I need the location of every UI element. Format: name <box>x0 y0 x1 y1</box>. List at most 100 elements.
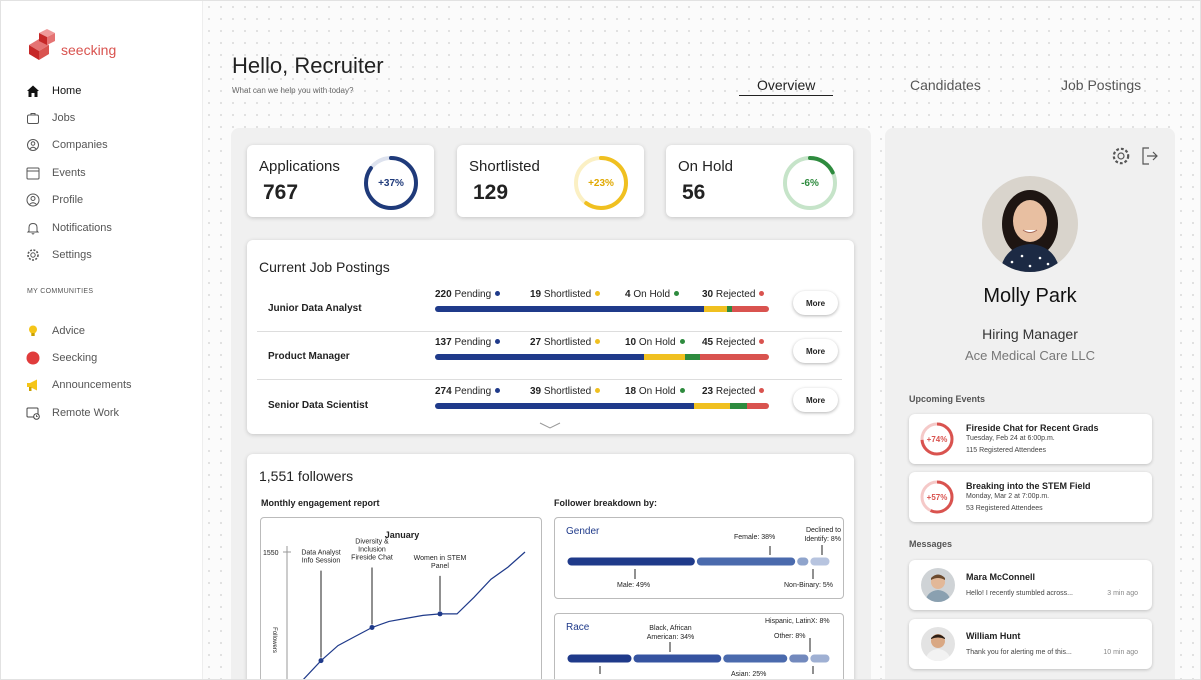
main-nav: Home Jobs Companies Events Profile Notif… <box>25 77 195 269</box>
nav-item-notifications[interactable]: Notifications <box>25 214 195 241</box>
race-breakdown: Race Black, African American: 34% Hispan… <box>554 613 844 679</box>
event-title: Fireside Chat for Recent Grads <box>966 423 1099 433</box>
breakdown-segment <box>796 556 810 567</box>
job-stat-count: 137 <box>435 337 452 348</box>
event-ring-arc <box>920 422 954 456</box>
line-chart-svg: 1550 Followers Data Analyst Info Session Div… <box>263 538 526 679</box>
stat-title: On Hold <box>678 158 734 175</box>
tab-job-postings[interactable]: Job Postings <box>1061 77 1142 93</box>
breakdown-segment <box>566 653 633 664</box>
community-item-remote-work[interactable]: Remote Work <box>25 399 195 426</box>
stat-card-shortlisted[interactable]: Shortlisted 129 +23% <box>457 145 644 217</box>
tab-bar: Overview Candidates Job Postings <box>739 77 1159 99</box>
nav-item-companies[interactable]: Companies <box>25 132 195 159</box>
status-dot <box>495 339 501 344</box>
event-card[interactable]: +74% Fireside Chat for Recent Grads Tues… <box>909 414 1152 464</box>
more-button[interactable]: More <box>793 388 838 412</box>
job-stat-count: 45 <box>702 337 714 348</box>
nav-item-settings[interactable]: Settings <box>25 241 195 268</box>
community-item-seecking[interactable]: Seecking <box>25 344 195 371</box>
job-stat-count: 19 <box>530 289 542 300</box>
black-label: Black, African American: 34% <box>646 625 695 641</box>
event-attendees: 53 Registered Attendees <box>966 505 1043 512</box>
declined-label: Declined to Identify: 8% <box>804 527 841 543</box>
event-card[interactable]: +57% Breaking into the STEM Field Monday… <box>909 472 1152 522</box>
job-stat-shortlisted: 39 Shortlisted <box>530 386 601 397</box>
message-card[interactable]: Mara McConnell Hello! I recently stumble… <box>909 560 1152 610</box>
job-stat-on-hold: 4 On Hold <box>625 289 680 300</box>
event-marker <box>437 611 443 617</box>
stat-value: 767 <box>263 181 299 204</box>
job-row: Product Manager 137 Pending 27 Shortliste… <box>257 332 842 380</box>
bell-icon <box>25 220 41 236</box>
bar-segment-rejected <box>747 403 769 409</box>
nav-label: Companies <box>52 139 108 152</box>
more-button[interactable]: More <box>793 291 838 315</box>
companies-icon <box>25 137 41 153</box>
message-card[interactable]: William Hunt Thank you for alerting me o… <box>909 619 1152 669</box>
event-change: +57% <box>926 492 948 502</box>
event-change: +74% <box>926 434 948 444</box>
breakdown-segment <box>788 653 810 664</box>
stat-card-on-hold[interactable]: On Hold 56 -6% <box>666 145 853 217</box>
stat-value: 56 <box>682 181 706 204</box>
stat-ring-arc <box>783 156 837 210</box>
nav-label: Notifications <box>52 221 112 234</box>
nav-item-jobs[interactable]: Jobs <box>25 104 195 131</box>
status-dot <box>595 388 601 393</box>
logout-icon[interactable] <box>1141 146 1159 166</box>
job-stat-label: Shortlisted <box>543 386 592 397</box>
community-item-advice[interactable]: Advice <box>25 317 195 344</box>
nav-label: Settings <box>52 249 92 262</box>
job-stat-rejected: 45 Rejected <box>702 337 765 348</box>
status-dot <box>759 388 765 393</box>
more-button[interactable]: More <box>793 339 838 363</box>
nav-item-profile[interactable]: Profile <box>25 187 195 214</box>
tab-candidates[interactable]: Candidates <box>910 77 981 93</box>
profile-name: Molly Park <box>983 285 1077 307</box>
message-sender: Mara McConnell <box>966 572 1036 582</box>
community-item-announcements[interactable]: Announcements <box>25 372 195 399</box>
bar-segment-pending <box>435 354 644 360</box>
nav-item-events[interactable]: Events <box>25 159 195 186</box>
bar-segment-on-hold <box>730 403 748 409</box>
expand-chevron-icon[interactable] <box>539 422 561 430</box>
followers-line <box>302 551 526 679</box>
breakdown-segment <box>809 556 831 567</box>
job-stats: 274 Pending 39 Shortlisted 18 On Hold 23 Re… <box>435 386 771 400</box>
home-icon <box>25 83 41 99</box>
bar-segment-rejected <box>732 306 769 312</box>
job-stat-label: Shortlisted <box>543 337 592 348</box>
job-row: Senior Data Scientist 274 Pending 39 Shor… <box>257 381 842 429</box>
breakdown-segment <box>566 556 696 567</box>
event-marker <box>318 658 324 664</box>
calendar-icon <box>25 165 41 181</box>
job-stat-label: Rejected <box>715 289 756 300</box>
stat-ring-arc <box>574 156 628 210</box>
profile-avatar[interactable] <box>982 176 1078 272</box>
job-stat-label: Pending <box>454 386 492 397</box>
stat-card-applications[interactable]: Applications 767 +37% <box>247 145 434 217</box>
bar-segment-shortlisted <box>704 306 728 312</box>
overview-panel: Applications 767 +37% Shortlisted 129 +2… <box>231 128 871 679</box>
event-attendees: 115 Registered Attendees <box>966 447 1047 454</box>
stat-ring: +23% <box>572 154 630 212</box>
nonbinary-label: Non-Binary: 5% <box>784 582 834 589</box>
job-stat-count: 4 <box>625 289 631 300</box>
brand-logo[interactable]: seecking <box>25 27 116 61</box>
job-stat-pending: 137 Pending <box>435 337 501 348</box>
gender-breakdown: Gender Female: 38% Declined to Identify:… <box>554 517 844 599</box>
bar-segment-pending <box>435 403 694 409</box>
message-preview: Thank you for alerting me of this... <box>966 649 1072 656</box>
status-dot <box>679 388 685 393</box>
engagement-title: Monthly engagement report <box>261 498 380 508</box>
bar-segment-rejected <box>700 354 769 360</box>
hispanic-label: Hispanic, LatinX: 8% <box>765 618 830 625</box>
job-progress-bar <box>435 403 769 409</box>
race-title: Race <box>566 622 590 633</box>
communities-list: Advice Seecking Announcements Remote Wor… <box>25 317 195 427</box>
tab-overview[interactable]: Overview <box>739 77 834 96</box>
bar-segment-on-hold <box>727 306 733 312</box>
gear-icon[interactable] <box>1111 146 1131 166</box>
nav-item-home[interactable]: Home <box>25 77 195 104</box>
